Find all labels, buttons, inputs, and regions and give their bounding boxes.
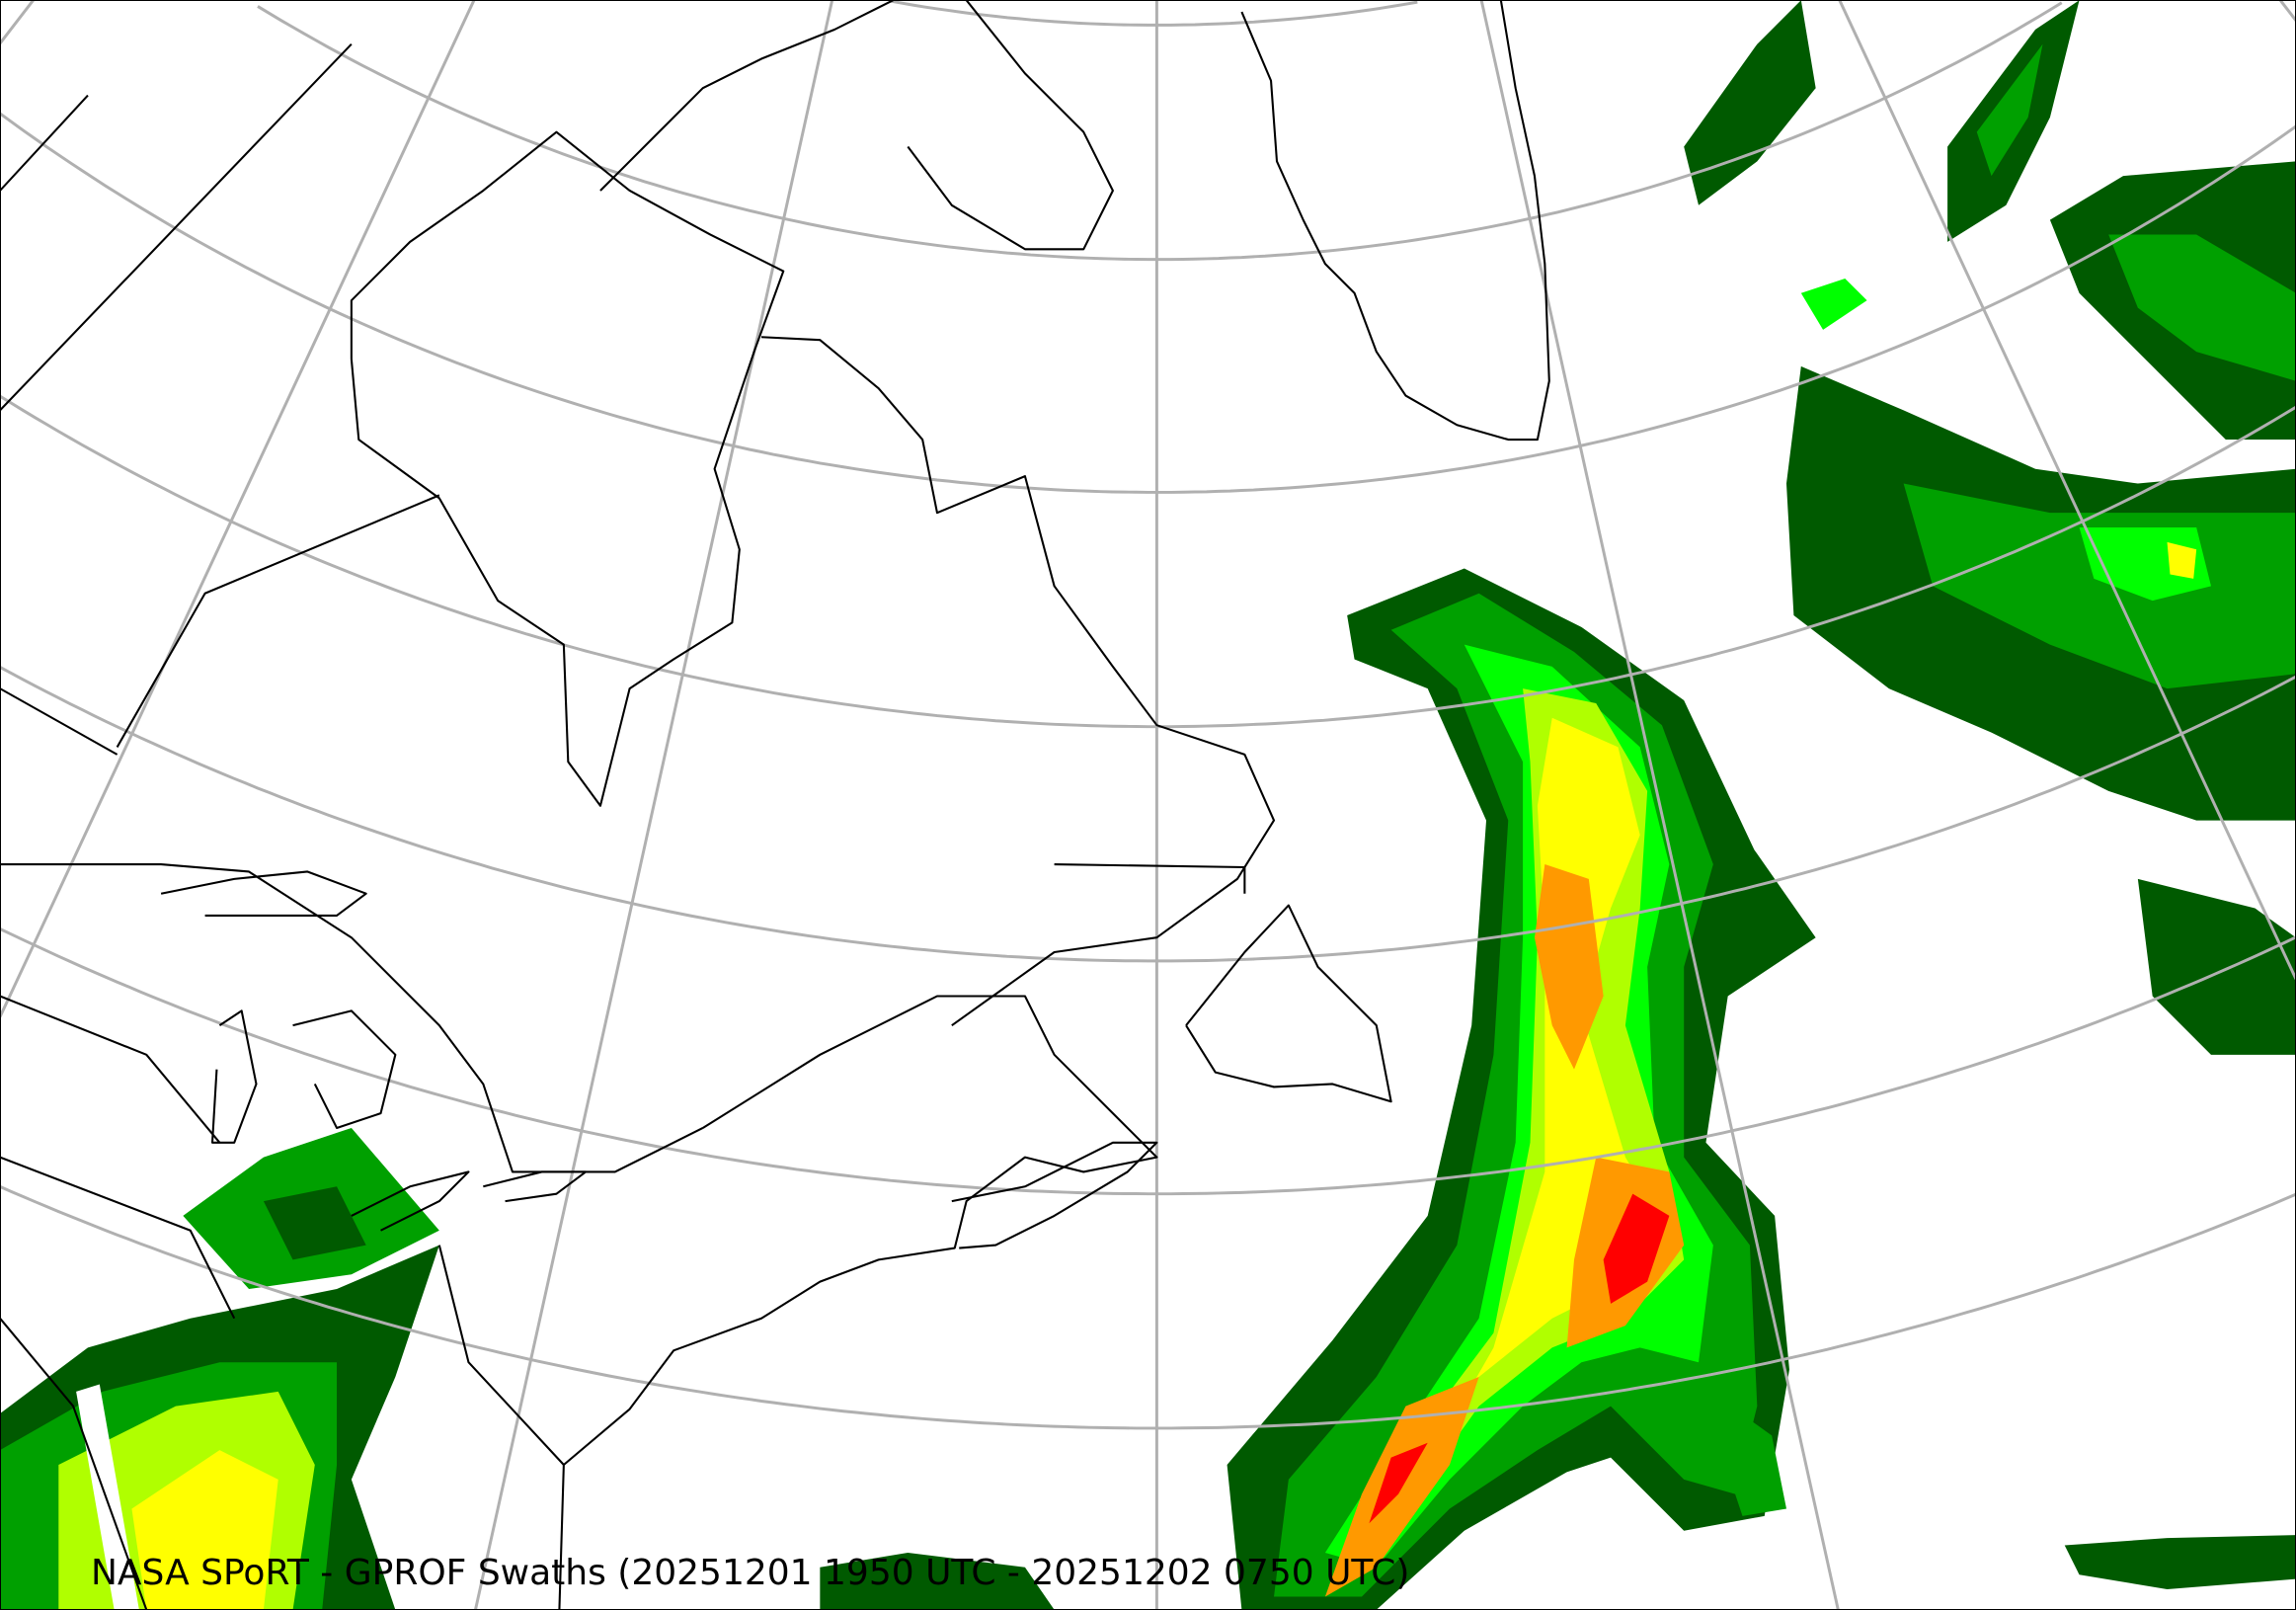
precip-area-27 [1720, 1399, 1786, 1516]
border-us-canada [0, 863, 704, 1173]
newfoundland-coast [1185, 904, 1392, 1103]
hudson-bay-coast [350, 130, 785, 807]
precip-area-8 [1603, 1193, 1670, 1304]
lake-michigan [210, 1009, 258, 1144]
province-border-2 [0, 94, 89, 192]
latitude-line-2 [0, 112, 2296, 494]
precip-area-19 [2137, 878, 2296, 1055]
state-border-3 [0, 1318, 148, 1610]
quebec-labrador-border [1054, 863, 1246, 894]
precip-area-15 [2108, 234, 2296, 381]
precip-area-9 [1369, 1442, 1428, 1524]
precip-area-13 [2167, 541, 2197, 579]
latitude-line-6 [0, 1185, 2296, 1430]
greenland-coast [1240, 0, 1550, 442]
labrador-coast [760, 336, 1276, 1027]
lake-erie [351, 1170, 470, 1232]
precip-area-29 [1800, 278, 1867, 330]
latitude-line-5 [0, 927, 2296, 1196]
state-border-1 [0, 995, 221, 1144]
precip-area-20 [2064, 1535, 2296, 1590]
province-border-3 [116, 494, 440, 748]
precip-area-17 [1976, 43, 2043, 177]
lake-huron [292, 1009, 397, 1129]
map-title: NASA SPoRT - GPROF Swaths (20251201 1950… [91, 1553, 1410, 1593]
coastlines-borders [0, 0, 1550, 1610]
precip-area-26 [263, 1186, 366, 1260]
nova-scotia-coast [951, 1141, 1158, 1249]
state-border-4 [437, 1245, 565, 1466]
baffin-coast [599, 0, 894, 192]
longitude-line-3 [474, 0, 834, 1610]
precip-area-18 [1684, 0, 1816, 205]
longitude-line-2 [0, 0, 476, 1018]
province-border-1 [0, 42, 353, 412]
longitude-line-5 [1479, 0, 1840, 1610]
precip-area-5 [1534, 864, 1604, 1070]
lake-superior [160, 870, 367, 917]
province-border-4 [0, 687, 119, 756]
latitude-line-3 [0, 394, 2296, 729]
state-border-2 [0, 1156, 236, 1320]
st-lawrence-coast [558, 995, 1158, 1610]
precip-area-24 [131, 1450, 278, 1610]
baffin-east [907, 0, 1114, 251]
precip-area-28 [820, 1552, 1055, 1610]
longitude-line-7 [2278, 0, 2296, 22]
latitude-line-4 [0, 666, 2296, 963]
latitude-line-1 [257, 1, 2063, 262]
longitude-line-1 [0, 0, 35, 44]
swath-gap [76, 1384, 139, 1610]
longitude-line-6 [1838, 0, 2296, 980]
